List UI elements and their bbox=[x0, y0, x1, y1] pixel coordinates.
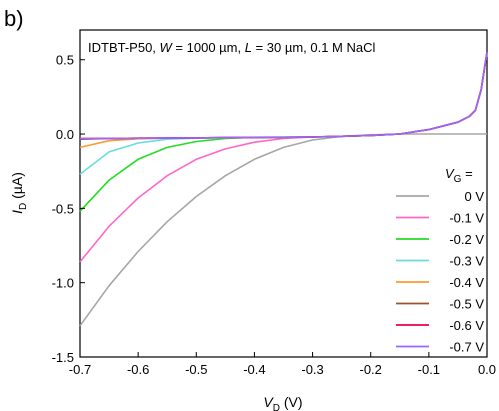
x-tick-label: 0.0 bbox=[478, 362, 496, 377]
series-line-5 bbox=[79, 52, 488, 140]
series-line-6 bbox=[79, 52, 488, 140]
title-part: IDTBT-P50, bbox=[88, 40, 160, 55]
y-tick-label: -1.5 bbox=[52, 350, 74, 365]
axis-subscript: D bbox=[273, 403, 280, 411]
legend-label: -0.1 V bbox=[449, 211, 484, 226]
legend-label: -0.3 V bbox=[449, 254, 484, 269]
plot-frame bbox=[79, 29, 488, 358]
x-tick-label: -0.6 bbox=[127, 362, 149, 377]
series-line-3 bbox=[79, 52, 488, 175]
y-axis-label: ID (µA) bbox=[9, 172, 29, 214]
title-part: = 1000 µm, bbox=[172, 40, 245, 55]
series-line-2 bbox=[79, 52, 488, 212]
x-tick-label: -0.7 bbox=[69, 362, 91, 377]
axis-unit: (V) bbox=[280, 394, 303, 410]
series-line-7 bbox=[79, 52, 488, 140]
ticks-layer: -0.7 -0.6 -0.5 -0.4 -0.3 -0.2 -0.1 0.0 -1.5 -1.0 -… bbox=[52, 53, 496, 377]
series-line-0 bbox=[79, 133, 487, 327]
legend-label: -0.4 V bbox=[449, 275, 484, 290]
y-tick-label: -0.5 bbox=[52, 201, 74, 216]
axis-unit: (µA) bbox=[9, 172, 25, 203]
series-line-1 bbox=[79, 52, 488, 263]
y-tick-label: 0.5 bbox=[56, 53, 74, 68]
axis-subscript: D bbox=[18, 203, 29, 210]
title-part: L bbox=[245, 40, 252, 55]
series-layer bbox=[79, 52, 488, 327]
series-line-4 bbox=[79, 52, 488, 149]
x-tick-label: -0.4 bbox=[243, 362, 265, 377]
title-part: = 30 µm, 0.1 M NaCl bbox=[252, 40, 376, 55]
x-tick-label: -0.1 bbox=[418, 362, 440, 377]
x-axis-label: VD (V) bbox=[263, 394, 302, 411]
panel-label: b) bbox=[4, 6, 24, 31]
legend-title: VG = bbox=[445, 166, 473, 185]
legend-label: -0.2 V bbox=[449, 232, 484, 247]
legend-label: 0 V bbox=[464, 189, 484, 204]
axis-symbol: V bbox=[263, 394, 274, 410]
y-tick-label: -1.0 bbox=[52, 276, 74, 291]
y-tick-label: 0.0 bbox=[56, 127, 74, 142]
x-tick-label: -0.5 bbox=[185, 362, 207, 377]
chart-title: IDTBT-P50, W = 1000 µm, L = 30 µm, 0.1 M… bbox=[88, 40, 375, 55]
axis-symbol: I bbox=[9, 210, 25, 214]
x-tick-label: -0.2 bbox=[360, 362, 382, 377]
title-part: W bbox=[160, 40, 174, 55]
x-tick-label: -0.3 bbox=[301, 362, 323, 377]
legend-label: -0.6 V bbox=[449, 318, 484, 333]
legend-label: -0.7 V bbox=[449, 340, 484, 355]
legend-label: -0.5 V bbox=[449, 297, 484, 312]
legend: VG = 0 V -0.1 V -0.2 V -0.3 V -0.4 V -0.5 V -0.… bbox=[396, 166, 484, 355]
